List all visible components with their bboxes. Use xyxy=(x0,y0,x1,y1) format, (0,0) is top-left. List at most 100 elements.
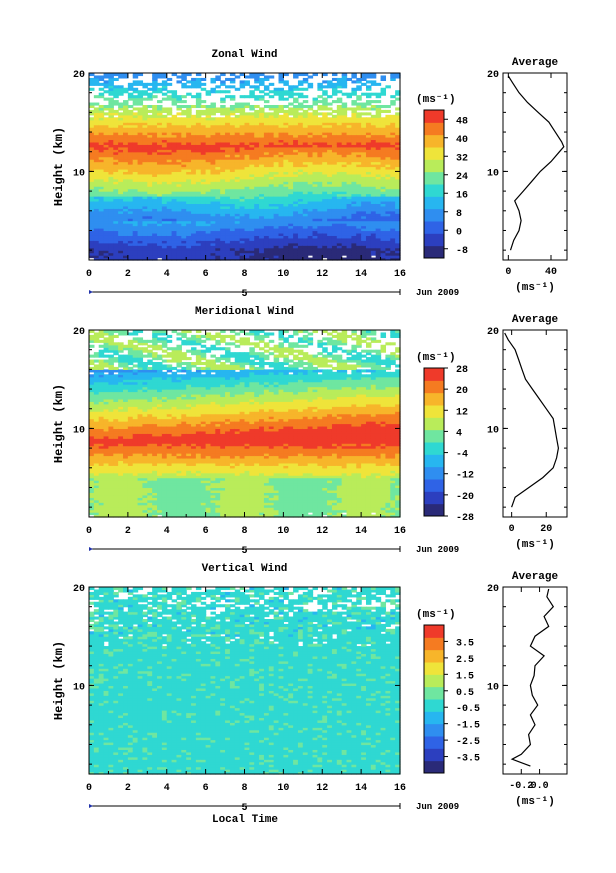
heatmap-cell xyxy=(147,168,153,173)
x-tick-label: 6 xyxy=(203,269,209,280)
heatmap-cell xyxy=(341,154,348,158)
heatmap-cell xyxy=(312,191,318,195)
heatmap-cell xyxy=(166,196,173,200)
heatmap-cell xyxy=(127,183,134,187)
heatmap-cell xyxy=(234,102,241,106)
heatmap-cell xyxy=(113,188,119,192)
heatmap-cell xyxy=(356,203,362,207)
heatmap-cell xyxy=(361,136,367,141)
heatmap-cell xyxy=(322,232,328,236)
heatmap-cell xyxy=(181,151,187,155)
heatmap-cell xyxy=(127,235,134,239)
heatmap-cell xyxy=(341,166,348,170)
heatmap-cell xyxy=(239,178,246,182)
heatmap-cell xyxy=(259,240,265,244)
heatmap-cell xyxy=(244,250,250,254)
heatmap-cell xyxy=(365,225,372,229)
heatmap-cell xyxy=(346,166,353,170)
heatmap-cell xyxy=(361,82,367,86)
heatmap-cell xyxy=(336,242,343,246)
heatmap-cell xyxy=(200,139,207,143)
heatmap-cell xyxy=(263,205,270,209)
heatmap-cell xyxy=(346,159,353,163)
heatmap-cell xyxy=(181,168,187,173)
heatmap-cell xyxy=(297,87,304,91)
heatmap-cell xyxy=(249,171,255,175)
heatmap-cell xyxy=(161,225,168,229)
heatmap-cell xyxy=(259,141,265,145)
heatmap-cell xyxy=(356,151,362,155)
heatmap-cell xyxy=(365,191,372,195)
heatmap-cell xyxy=(166,122,173,126)
heatmap-cell xyxy=(322,114,328,118)
heatmap-cell xyxy=(268,245,275,249)
heatmap-cell xyxy=(176,193,182,197)
heatmap-cell xyxy=(103,144,110,148)
heatmap-cell xyxy=(166,257,173,261)
heatmap-cell xyxy=(273,183,280,187)
heatmap-cell xyxy=(166,166,173,170)
heatmap-cell xyxy=(259,230,265,234)
heatmap-cell xyxy=(307,186,314,190)
heatmap-cell xyxy=(205,178,212,182)
heatmap-cell xyxy=(327,149,333,153)
heatmap-cell xyxy=(356,119,362,123)
heatmap-cell xyxy=(312,176,318,180)
heatmap-cell xyxy=(220,136,226,141)
heatmap-cell xyxy=(176,223,182,227)
heatmap-cell xyxy=(176,213,182,217)
heatmap-cell xyxy=(297,168,304,173)
heatmap-cell xyxy=(176,173,182,177)
heatmap-cell xyxy=(278,173,284,177)
heatmap-cell xyxy=(380,161,387,165)
heatmap-cell xyxy=(229,171,236,175)
heatmap-cell xyxy=(103,127,110,131)
heatmap-cell xyxy=(93,82,100,86)
heatmap-cell xyxy=(268,168,275,173)
heatmap-cell xyxy=(157,166,163,170)
heatmap-cell xyxy=(254,208,260,212)
heatmap-cell xyxy=(249,247,255,251)
heatmap-cell xyxy=(288,132,294,136)
heatmap-cell xyxy=(152,154,158,158)
heatmap-cell xyxy=(249,114,255,118)
heatmap-cell xyxy=(263,149,270,153)
heatmap-cell xyxy=(268,225,275,229)
heatmap-cell xyxy=(200,232,207,236)
heatmap-cell xyxy=(259,255,265,259)
heatmap-cell xyxy=(210,191,216,195)
heatmap-cell xyxy=(283,132,289,136)
heatmap-cell xyxy=(142,232,148,236)
heatmap-cell xyxy=(234,237,241,241)
heatmap-cell xyxy=(331,171,338,175)
heatmap-cell xyxy=(317,85,323,89)
heatmap-cell xyxy=(322,237,328,241)
heatmap-cell xyxy=(137,166,144,170)
heatmap-cell xyxy=(341,124,348,128)
heatmap-cell xyxy=(118,114,124,118)
heatmap-cell xyxy=(356,242,362,246)
heatmap-cell xyxy=(361,252,367,256)
heatmap-cell xyxy=(307,200,314,205)
heatmap-cell xyxy=(191,191,197,195)
heatmap-cell xyxy=(278,73,284,77)
heatmap-cell xyxy=(254,141,260,145)
heatmap-cell xyxy=(385,200,391,205)
heatmap-cell xyxy=(341,134,348,138)
heatmap-cell xyxy=(293,166,299,170)
heatmap-cell xyxy=(322,210,328,214)
heatmap-cell xyxy=(312,245,318,249)
heatmap-cell xyxy=(176,80,182,84)
heatmap-cell xyxy=(346,144,353,148)
heatmap-cell xyxy=(215,188,221,192)
heatmap-cell xyxy=(307,250,314,254)
heatmap-cell xyxy=(375,203,382,207)
heatmap-cell xyxy=(166,255,173,259)
heatmap-cell xyxy=(341,198,348,202)
heatmap-cell xyxy=(278,255,284,259)
heatmap-cell xyxy=(249,161,255,165)
heatmap-cell xyxy=(152,168,158,173)
heatmap-cell xyxy=(234,139,241,143)
heatmap-cell xyxy=(147,240,153,244)
